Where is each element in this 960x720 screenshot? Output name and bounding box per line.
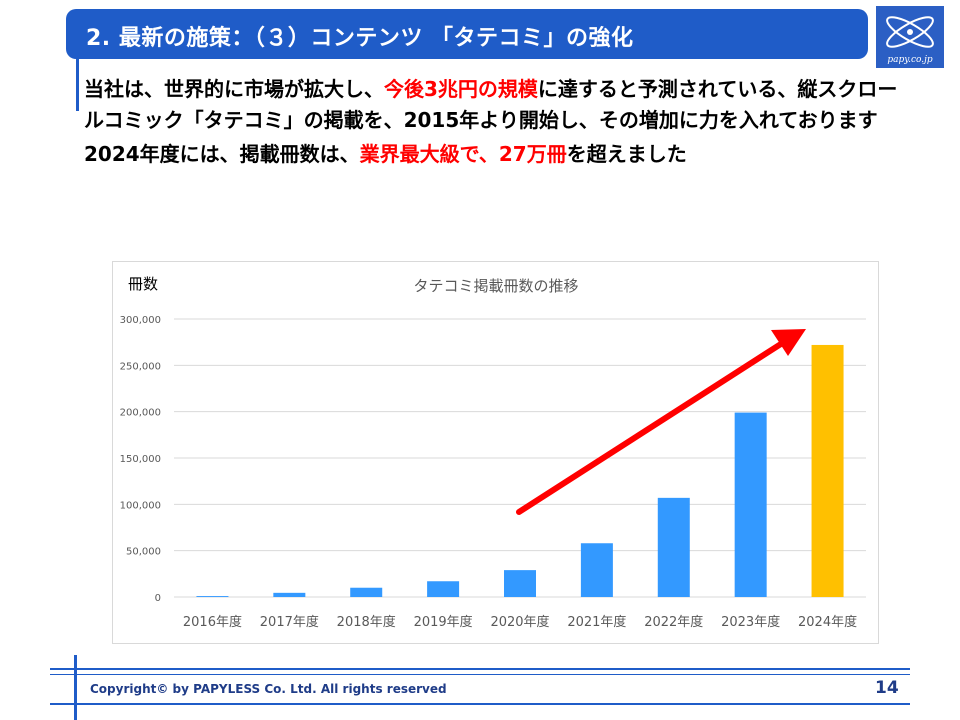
footer-divider — [50, 703, 910, 705]
footer-accent-line — [74, 655, 77, 720]
bar — [580, 543, 613, 597]
y-axis-unit-label: 冊数 — [128, 275, 159, 293]
copyright-text: Copyright© by PAPYLESS Co. Ltd. All righ… — [90, 682, 447, 696]
x-tick-label: 2022年度 — [644, 614, 703, 630]
y-tick-label: 300,000 — [120, 315, 161, 326]
atom-icon — [886, 16, 934, 48]
y-tick-label: 0 — [155, 593, 161, 604]
y-tick-label: 200,000 — [120, 408, 161, 419]
logo-text: papy.co.jp — [887, 55, 933, 65]
bar — [196, 596, 229, 597]
x-tick-label: 2016年度 — [183, 614, 242, 630]
y-tick-label: 250,000 — [120, 361, 161, 372]
highlight-text: 業界最大級で、27万冊 — [359, 142, 567, 166]
paragraph-2: 2024年度には、掲載冊数は、業界最大級で、27万冊を超えました — [84, 139, 914, 170]
bar — [350, 587, 383, 597]
trend-arrow-shaft — [516, 339, 787, 515]
text-span: 2024年度には、掲載冊数は、 — [84, 142, 360, 166]
bar — [657, 497, 690, 597]
page-number: 14 — [875, 678, 899, 698]
highlight-text: 今後3兆円の規模 — [384, 77, 538, 101]
text-span: 当社は、世界的に市場が拡大し、 — [84, 77, 384, 101]
title-bar — [66, 9, 868, 59]
paragraph-1: 当社は、世界的に市場が拡大し、今後3兆円の規模に達すると予測されている、縦スクロ… — [84, 74, 914, 136]
footer-divider — [50, 668, 910, 670]
x-tick-label: 2020年度 — [490, 614, 549, 630]
text-span: に達すると予測されている、縦スクロールコミック「タテコミ」の掲載を、2015年よ… — [84, 77, 898, 132]
x-tick-label: 2017年度 — [260, 614, 319, 630]
y-tick-label: 100,000 — [120, 500, 161, 511]
x-tick-label: 2021年度 — [567, 614, 626, 630]
x-tick-label: 2018年度 — [337, 614, 396, 630]
trend-arrow-head — [771, 329, 806, 356]
body-text: 当社は、世界的に市場が拡大し、今後3兆円の規模に達すると予測されている、縦スクロ… — [84, 74, 914, 170]
bar — [273, 592, 306, 597]
bar — [504, 570, 536, 597]
x-tick-label: 2024年度 — [798, 614, 857, 630]
text-span: を超えました — [566, 142, 687, 166]
company-logo: papy.co.jp — [876, 6, 944, 68]
x-tick-label: 2019年度 — [414, 614, 473, 630]
x-tick-label: 2023年度 — [721, 614, 780, 630]
bar — [734, 412, 767, 597]
y-tick-label: 150,000 — [120, 454, 161, 465]
chart-title: タテコミ掲載冊数の推移 — [413, 277, 578, 295]
y-tick-label: 50,000 — [126, 547, 161, 558]
bar-highlight — [811, 344, 844, 597]
footer-divider — [50, 674, 910, 675]
title-accent-line — [76, 9, 79, 111]
bar — [427, 581, 460, 597]
slide-title: 2. 最新の施策：（３）コンテンツ 「タテコミ」の強化 — [86, 26, 634, 51]
